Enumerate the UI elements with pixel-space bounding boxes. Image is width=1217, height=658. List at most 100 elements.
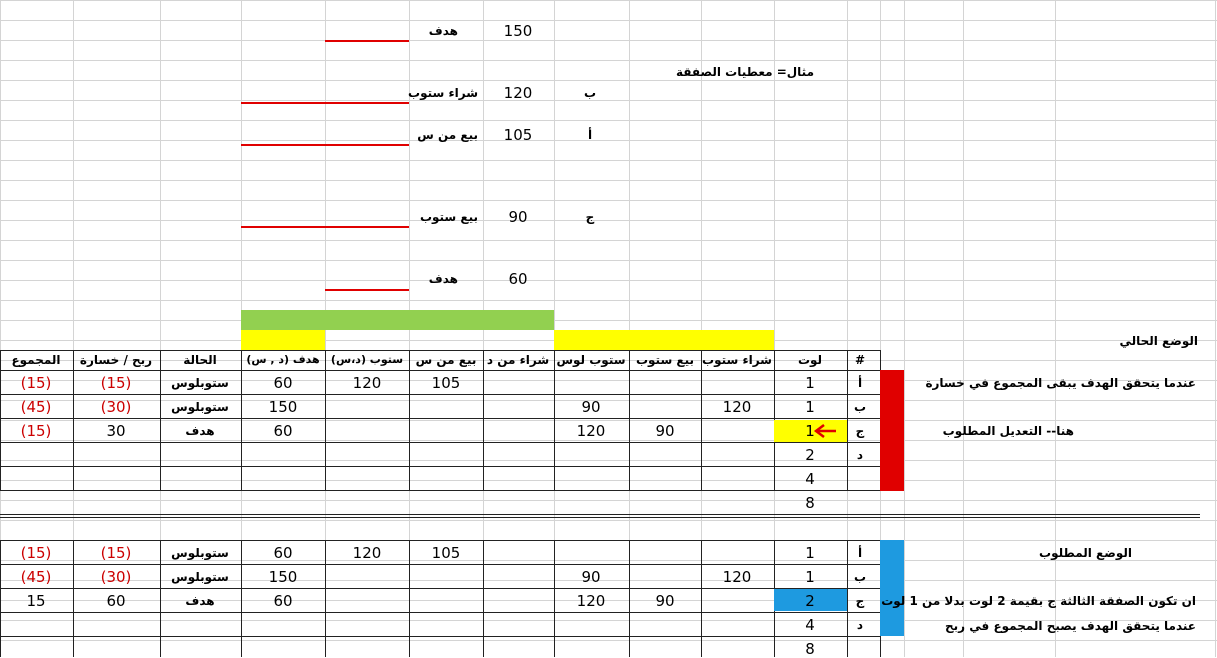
status-cell[interactable]: هدف <box>185 594 215 608</box>
sell-from-s-cell[interactable]: 105 <box>431 544 461 562</box>
left-arrow-icon <box>813 424 836 438</box>
pnl-cell[interactable]: (15) <box>100 544 132 562</box>
total-cell[interactable]: (15) <box>20 544 52 562</box>
header-lot: لوت <box>797 353 823 367</box>
status-cell[interactable]: ستوبلوس <box>171 546 229 560</box>
stop-loss-cell[interactable]: 120 <box>576 592 606 610</box>
example-letter: أ <box>587 128 593 142</box>
row-letter[interactable]: د <box>856 618 864 632</box>
status-cell[interactable]: هدف <box>185 424 215 438</box>
row-letter[interactable]: د <box>856 448 864 462</box>
stop-loss-cell[interactable]: 120 <box>576 422 606 440</box>
pnl-cell[interactable]: (30) <box>100 568 132 586</box>
underline-target-bottom <box>325 289 409 291</box>
row-letter[interactable]: ب <box>853 400 867 414</box>
total-cell[interactable]: (15) <box>20 374 52 392</box>
pnl-cell[interactable]: 60 <box>106 592 126 610</box>
total-cell[interactable]: (45) <box>20 398 52 416</box>
status-cell[interactable]: ستوبلوس <box>171 570 229 584</box>
example-letter: ج <box>585 210 595 224</box>
pnl-cell[interactable]: (15) <box>100 374 132 392</box>
header-sell-from-s: بيع من س <box>415 353 477 367</box>
row-letter[interactable]: ب <box>853 570 867 584</box>
row-letter[interactable]: أ <box>857 376 863 390</box>
green-bar <box>241 310 554 330</box>
sell-stop-cell[interactable]: 90 <box>655 592 675 610</box>
required-note-target-profit: عندما يتحقق الهدف يصبح المجموع في ربح <box>945 619 1196 633</box>
lot-cell[interactable]: 1 <box>805 374 815 392</box>
pnl-cell[interactable]: 30 <box>106 422 126 440</box>
total-cell[interactable]: 15 <box>26 592 46 610</box>
stop-loss-cell[interactable]: 90 <box>581 398 601 416</box>
example-value: 60 <box>508 270 528 288</box>
example-value: 150 <box>503 22 533 40</box>
target-cell[interactable]: 60 <box>273 592 293 610</box>
example-value: 120 <box>503 84 533 102</box>
lot-cell[interactable]: 1 <box>805 398 815 416</box>
header-buy-from-d: شراء من د <box>486 353 550 367</box>
underline-sell-from-s <box>241 144 409 146</box>
status-cell[interactable]: ستوبلوس <box>171 400 229 414</box>
stop-loss-cell[interactable]: 90 <box>581 568 601 586</box>
header-buy-stop: شراء ستوب <box>702 353 772 367</box>
example-label: هدف <box>428 24 458 38</box>
lot-cell[interactable]: 1 <box>805 544 815 562</box>
blue-lot-cell[interactable] <box>774 589 847 611</box>
example-letter: ب <box>583 86 597 100</box>
lot-cell[interactable]: 1 <box>805 422 815 440</box>
buy-stop-cell[interactable]: 120 <box>722 398 752 416</box>
header-sell-stop: بيع ستوب <box>635 353 695 367</box>
lot-cell[interactable]: 8 <box>805 640 815 658</box>
yellow-bar-left <box>241 330 325 350</box>
lot-cell[interactable]: 2 <box>805 446 815 464</box>
underline-buy-stop <box>241 102 409 104</box>
target-cell[interactable]: 60 <box>273 374 293 392</box>
lot-cell[interactable]: 4 <box>805 616 815 634</box>
target-cell[interactable]: 150 <box>268 568 298 586</box>
row-letter[interactable]: ج <box>855 594 865 608</box>
target-cell[interactable]: 60 <box>273 422 293 440</box>
stop-ds-cell[interactable]: 120 <box>352 544 382 562</box>
total-cell[interactable]: (45) <box>20 568 52 586</box>
header-status: الحالة <box>183 353 217 367</box>
header-total: المجموع <box>11 353 61 367</box>
lot-cell[interactable]: 4 <box>805 470 815 488</box>
example-value: 105 <box>503 126 533 144</box>
row-letter[interactable]: ج <box>855 424 865 438</box>
header-target: هدف (د , س) <box>246 353 320 366</box>
current-note-required-edit: هنا-- التعديل المطلوب <box>942 424 1074 438</box>
total-cell[interactable]: (15) <box>20 422 52 440</box>
sell-from-s-cell[interactable]: 105 <box>431 374 461 392</box>
blue-side-bar <box>880 540 904 636</box>
target-cell[interactable]: 60 <box>273 544 293 562</box>
example-value: 90 <box>508 208 528 226</box>
target-cell[interactable]: 150 <box>268 398 298 416</box>
header-stop-loss: ستوب لوس <box>556 353 626 367</box>
sell-stop-cell[interactable]: 90 <box>655 422 675 440</box>
red-side-bar <box>880 370 904 491</box>
buy-stop-cell[interactable]: 120 <box>722 568 752 586</box>
pnl-cell[interactable]: (30) <box>100 398 132 416</box>
yellow-lot-cell[interactable] <box>774 420 847 442</box>
current-note-target-loss: عندما يتحقق الهدف يبقى المجموع في خسارة <box>925 376 1196 390</box>
yellow-bar-right <box>554 330 774 350</box>
example-title: مثال= معطيات الصفقة <box>676 65 815 79</box>
required-status-title: الوضع المطلوب <box>1039 546 1132 560</box>
required-note-lot-change: ان تكون الصفقة الثالثة ج بقيمة 2 لوت بدل… <box>881 594 1196 608</box>
example-label: شراء ستوب <box>408 86 478 100</box>
lot-cell[interactable]: 2 <box>805 592 815 610</box>
example-label: هدف <box>428 272 458 286</box>
header-pnl: ربح / خسارة <box>79 353 153 367</box>
lot-cell[interactable]: 1 <box>805 568 815 586</box>
stop-ds-cell[interactable]: 120 <box>352 374 382 392</box>
lot-cell[interactable]: 8 <box>805 494 815 512</box>
underline-target-top <box>325 40 409 42</box>
example-label: بيع ستوب <box>419 210 478 224</box>
current-status-title: الوضع الحالي <box>1119 334 1198 348</box>
underline-sell-stop <box>241 226 409 228</box>
header-stop-ds: ستوب (د،س) <box>330 353 404 366</box>
status-cell[interactable]: ستوبلوس <box>171 376 229 390</box>
header-row-letter: # <box>854 353 866 367</box>
row-letter[interactable]: أ <box>857 546 863 560</box>
